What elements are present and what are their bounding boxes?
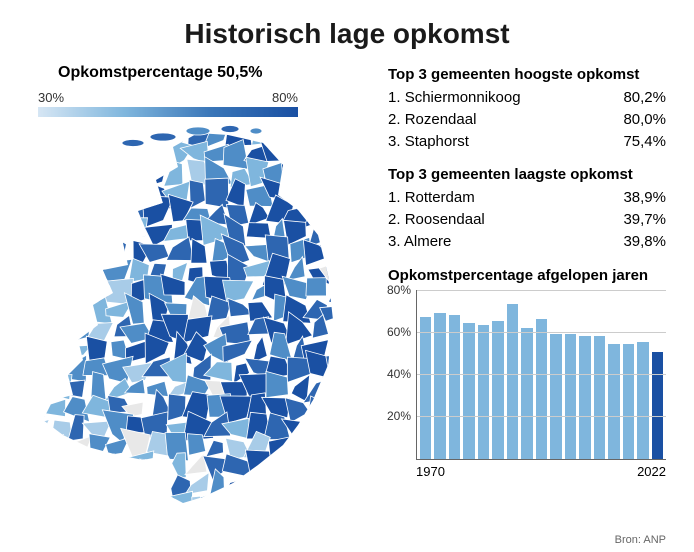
x-end-label: 2022 bbox=[637, 464, 666, 479]
bar-chart-title: Opkomstpercentage afgelopen jaren bbox=[388, 267, 666, 284]
content-row: Opkomstpercentage 50,5% 30% 80% Top 3 ge… bbox=[28, 64, 666, 515]
y-axis-ticks: 20%40%60%80% bbox=[387, 290, 415, 459]
page-title: Historisch lage opkomst bbox=[28, 18, 666, 50]
bar bbox=[449, 315, 460, 459]
y-tick-label: 60% bbox=[387, 325, 411, 339]
bar-chart: 20%40%60%80% bbox=[416, 290, 666, 460]
right-column: Top 3 gemeenten hoogste opkomst 1. Schie… bbox=[388, 64, 666, 515]
x-axis-labels: 1970 2022 bbox=[416, 464, 666, 479]
bar bbox=[478, 325, 489, 458]
legend-max-label: 80% bbox=[272, 90, 298, 105]
bar bbox=[550, 334, 561, 459]
y-tick-label: 20% bbox=[387, 409, 411, 423]
bar bbox=[434, 313, 445, 459]
list-item: 3. Almere 39,8% bbox=[388, 231, 666, 253]
top-high-list: 1. Schiermonnikoog 80,2% 2. Rozendaal 80… bbox=[388, 87, 666, 152]
bar bbox=[637, 342, 648, 458]
netherlands-svg bbox=[28, 125, 368, 515]
source-label: Bron: ANP bbox=[615, 534, 666, 546]
bar bbox=[623, 344, 634, 458]
legend-gradient-bar bbox=[38, 107, 298, 117]
bar bbox=[594, 336, 605, 459]
bar bbox=[608, 344, 619, 458]
top-low-header: Top 3 gemeenten laagste opkomst bbox=[388, 166, 666, 183]
left-column: Opkomstpercentage 50,5% 30% 80% bbox=[28, 64, 368, 515]
top-low-list: 1. Rotterdam 38,9% 2. Roosendaal 39,7% 3… bbox=[388, 187, 666, 252]
list-item: 1. Rotterdam 38,9% bbox=[388, 187, 666, 209]
choropleth-map bbox=[28, 125, 368, 515]
bar bbox=[565, 334, 576, 459]
bar bbox=[536, 319, 547, 458]
bar bbox=[463, 323, 474, 458]
bar bbox=[652, 352, 663, 459]
bar bbox=[507, 304, 518, 458]
bar bbox=[420, 317, 431, 459]
list-item: 2. Rozendaal 80,0% bbox=[388, 109, 666, 131]
bar bbox=[521, 328, 532, 459]
x-start-label: 1970 bbox=[416, 464, 445, 479]
top-high-header: Top 3 gemeenten hoogste opkomst bbox=[388, 66, 666, 83]
bar bbox=[492, 321, 503, 458]
y-tick-label: 80% bbox=[387, 283, 411, 297]
list-item: 1. Schiermonnikoog 80,2% bbox=[388, 87, 666, 109]
list-item: 2. Roosendaal 39,7% bbox=[388, 209, 666, 231]
y-tick-label: 40% bbox=[387, 367, 411, 381]
legend-min-label: 30% bbox=[38, 90, 64, 105]
list-item: 3. Staphorst 75,4% bbox=[388, 131, 666, 153]
legend: 30% 80% bbox=[38, 90, 298, 117]
bar bbox=[579, 336, 590, 459]
legend-title: Opkomstpercentage 50,5% bbox=[58, 64, 368, 82]
